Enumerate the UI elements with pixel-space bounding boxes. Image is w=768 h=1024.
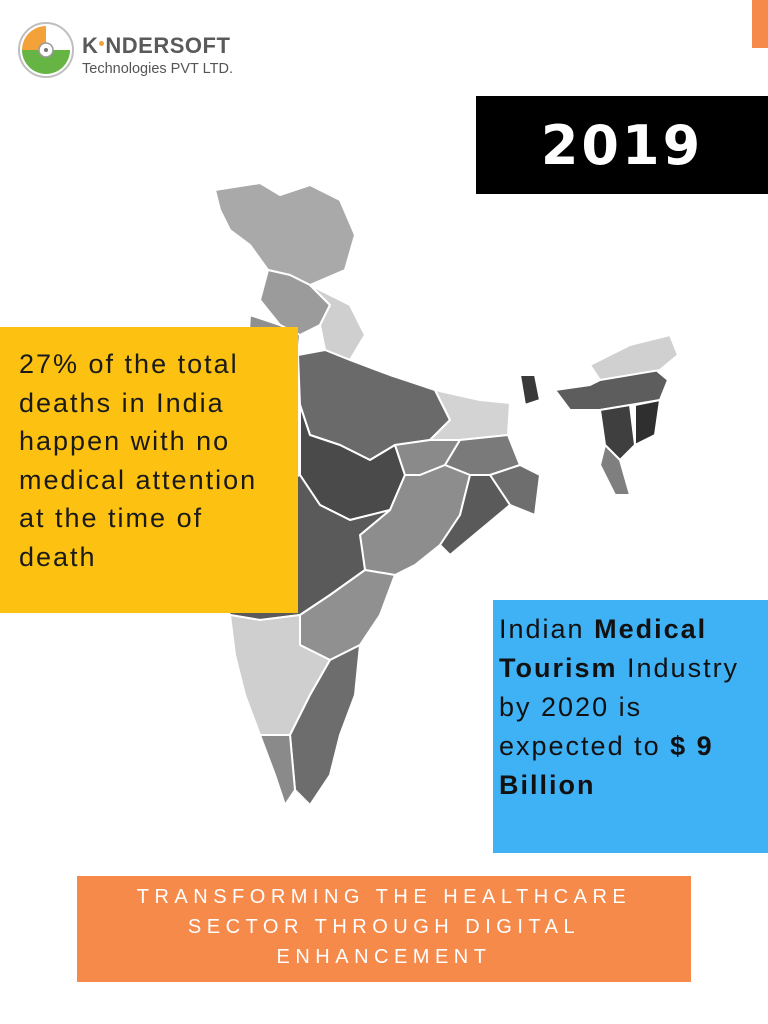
brand-rest: NDERSOFT [105, 33, 231, 58]
year-banner: 2019 [476, 96, 768, 194]
brand-name: K NDERSOFT [82, 34, 230, 58]
corner-accent [752, 0, 768, 48]
tagline-banner: TRANSFORMING THE HEALTHCARE SECTOR THROU… [77, 876, 691, 982]
india-map-graphic [207, 182, 679, 806]
tourism-highlight: Medical Tourism [499, 614, 708, 683]
company-logo: K NDERSOFT Technologies PVT LTD. [16, 20, 276, 82]
tourism-text-part: Industry by 2020 is expected to [499, 653, 740, 761]
kindersoft-logo-icon [18, 22, 74, 78]
medical-tourism-text: Indian Medical Tourism Industry by 2020 … [499, 610, 760, 805]
brand-initial: K [82, 33, 99, 58]
death-stat-card: 27% of the total deaths in India happen … [0, 327, 298, 613]
death-stat-text: 27% of the total deaths in India happen … [19, 349, 258, 572]
year-label: 2019 [540, 113, 704, 177]
medical-tourism-card: Indian Medical Tourism Industry by 2020 … [493, 600, 768, 853]
brand-dot-icon [99, 40, 105, 46]
tagline-text: TRANSFORMING THE HEALTHCARE SECTOR THROU… [136, 886, 632, 968]
tourism-text-part: Indian [499, 614, 595, 644]
tourism-value: $ 9 Billion [499, 731, 714, 800]
brand-subtitle: Technologies PVT LTD. [82, 61, 233, 77]
